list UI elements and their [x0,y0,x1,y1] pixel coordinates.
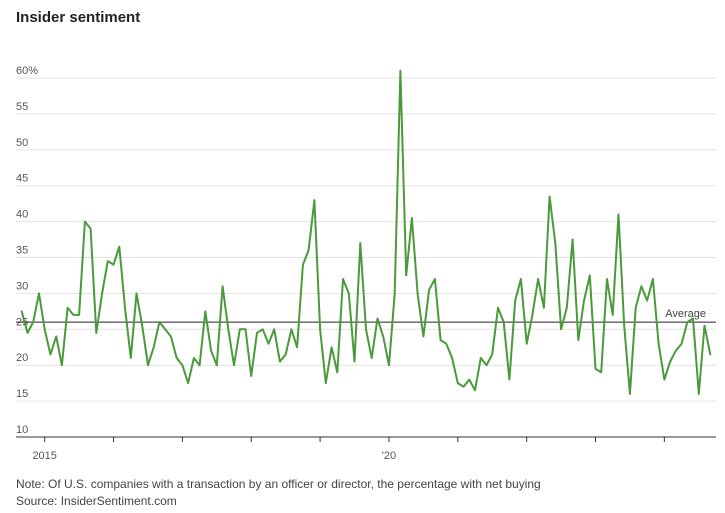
y-tick-label-55: 55 [16,101,28,113]
average-label: Average [665,308,706,320]
chart-title: Insider sentiment [16,9,141,26]
y-tick-label-20: 20 [16,352,28,364]
chart-note: Note: Of U.S. companies with a transacti… [16,477,541,491]
y-tick-label-40: 40 [16,209,28,221]
y-tick-label-60: 60% [16,65,38,77]
x-tick-label-2015: 2015 [32,450,56,462]
y-tick-label-10: 10 [16,424,28,436]
y-tick-label-50: 50 [16,137,28,149]
series-group [20,69,712,395]
x-axis: 2015 '20 [32,437,665,462]
y-tick-label-45: 45 [16,173,28,185]
y-tick-label-15: 15 [16,388,28,400]
y-tick-label-30: 30 [16,280,28,292]
series-line-0 [20,69,712,395]
y-tick-label-35: 35 [16,245,28,257]
x-tick-label-20: '20 [382,450,396,462]
chart-source: Source: InsiderSentiment.com [16,494,177,508]
